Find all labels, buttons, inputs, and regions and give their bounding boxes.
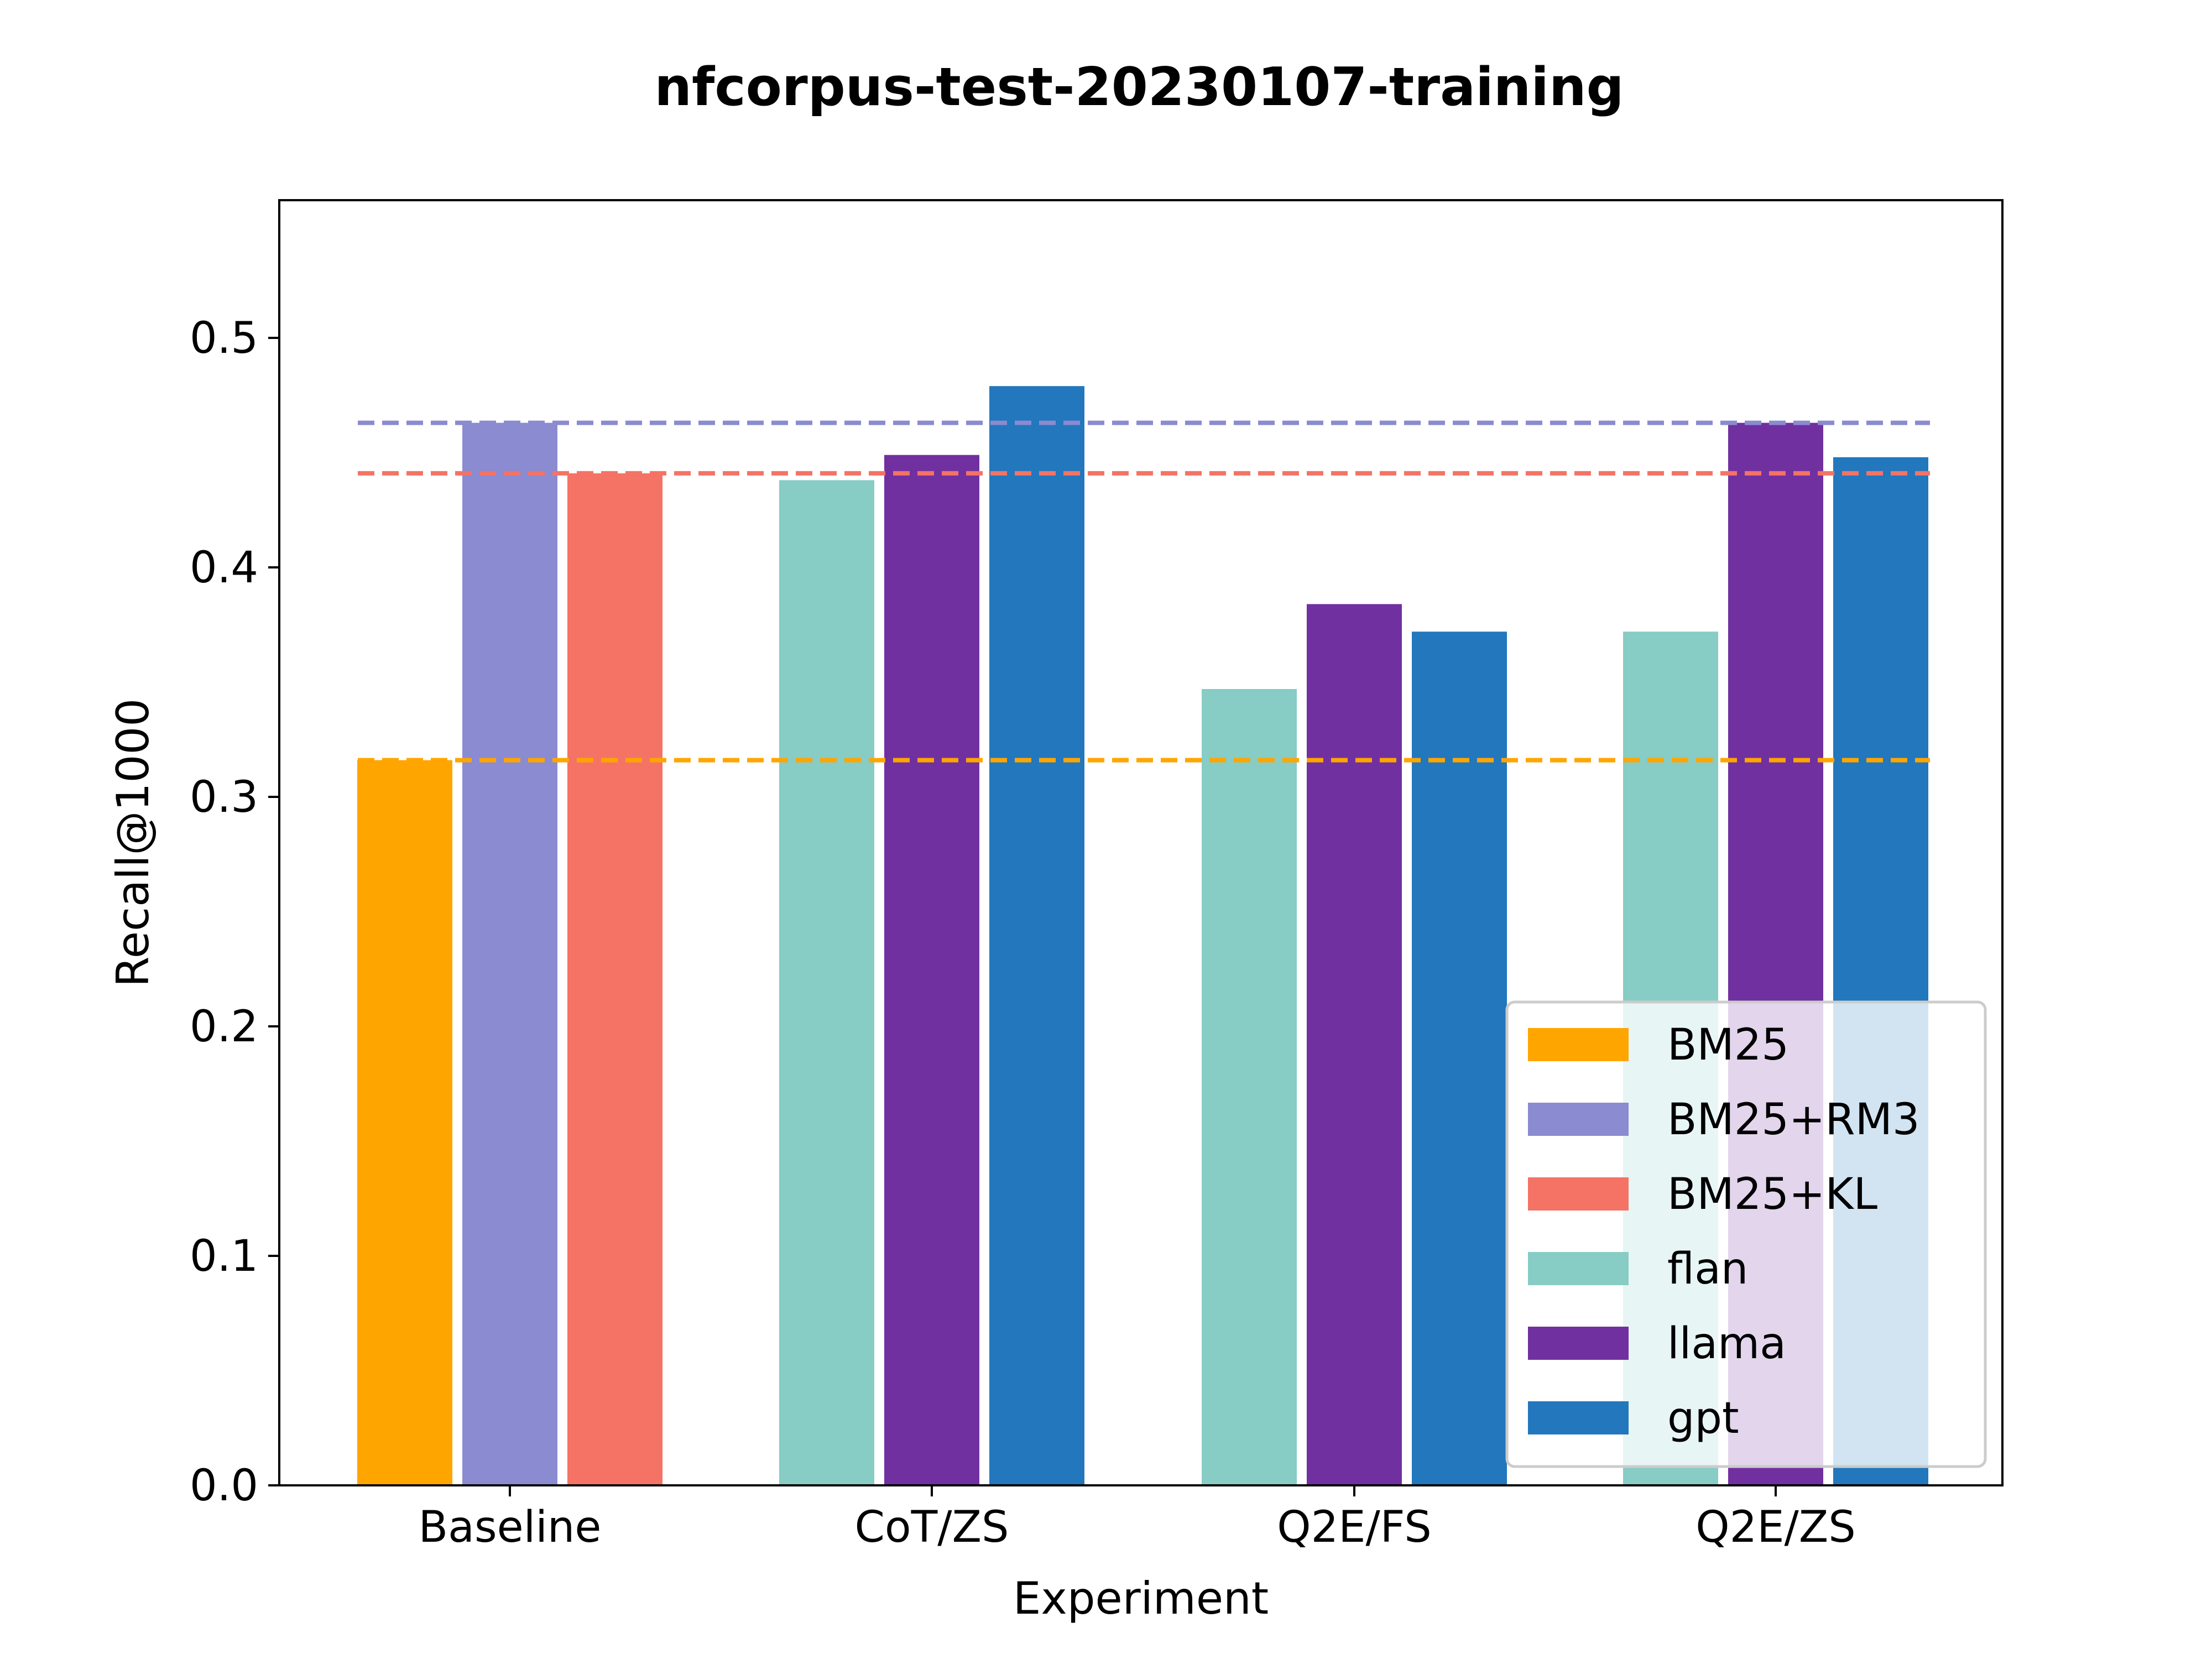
x-axis: Baseline CoT/ZS Q2E/FS Q2E/ZS <box>419 1485 1856 1552</box>
legend-box <box>1505 1000 1987 1468</box>
bar-cot-zs-flan <box>779 480 874 1485</box>
bar-baseline-bm25-kl <box>567 473 662 1485</box>
legend-label: llama <box>1667 1319 1786 1369</box>
y-tick-label: 0.3 <box>190 773 258 822</box>
legend-item-bm25: BM25 <box>1528 1020 1789 1070</box>
chart-title: nfcorpus-test-20230107-training <box>654 57 1624 118</box>
y-tick-label: 0.1 <box>190 1232 258 1281</box>
x-tick-label-q2e-fs: Q2E/FS <box>1277 1503 1432 1552</box>
legend-item-gpt: gpt <box>1528 1394 1739 1443</box>
legend-item-flan: flan <box>1528 1244 1748 1294</box>
legend-swatch <box>1528 1401 1629 1434</box>
bar-q2e-fs-gpt <box>1412 632 1507 1485</box>
plot-area-frame <box>278 199 2004 1486</box>
x-tick-label-q2e-zs: Q2E/ZS <box>1695 1503 1856 1552</box>
legend-label: gpt <box>1667 1394 1739 1443</box>
y-axis: 0.0 0.1 0.2 0.3 0.4 0.5 <box>190 314 279 1511</box>
legend-item-bm25-rm3: BM25+RM3 <box>1528 1095 1920 1145</box>
y-tick-label: 0.4 <box>190 543 258 593</box>
x-tick-label-cot-zs: CoT/ZS <box>854 1503 1009 1552</box>
bar-cot-zs-llama <box>884 455 979 1486</box>
legend-item-bm25-kl: BM25+KL <box>1528 1170 1878 1219</box>
bar-cot-zs-gpt <box>989 386 1084 1486</box>
bar-q2e-fs-flan <box>1202 689 1297 1485</box>
bar-baseline-bm25-rm3 <box>462 422 557 1485</box>
legend-label: BM25+RM3 <box>1667 1095 1920 1145</box>
legend-label: BM25+KL <box>1667 1170 1878 1219</box>
legend-label: flan <box>1667 1244 1748 1294</box>
y-tick-label: 0.0 <box>190 1461 258 1511</box>
legend-swatch <box>1528 1177 1629 1211</box>
legend-swatch <box>1528 1028 1629 1061</box>
x-axis-label: Experiment <box>1013 1573 1269 1624</box>
legend-label: BM25 <box>1667 1020 1789 1070</box>
legend-swatch <box>1528 1327 1629 1360</box>
y-tick-label: 0.5 <box>190 314 258 363</box>
legend-swatch <box>1528 1252 1629 1285</box>
x-tick-label-baseline: Baseline <box>419 1503 602 1552</box>
bar-baseline-bm25 <box>357 760 452 1485</box>
reference-lines <box>358 420 1930 763</box>
y-tick-label: 0.2 <box>190 1002 258 1052</box>
y-axis-label: Recall@1000 <box>107 698 159 987</box>
legend-swatch <box>1528 1103 1629 1136</box>
legend: BM25 BM25+RM3 BM25+KL flan llama gpt <box>1505 1000 1987 1468</box>
bar-q2e-fs-llama <box>1307 604 1402 1485</box>
bars-layer <box>357 386 1928 1486</box>
legend-item-llama: llama <box>1528 1319 1786 1369</box>
